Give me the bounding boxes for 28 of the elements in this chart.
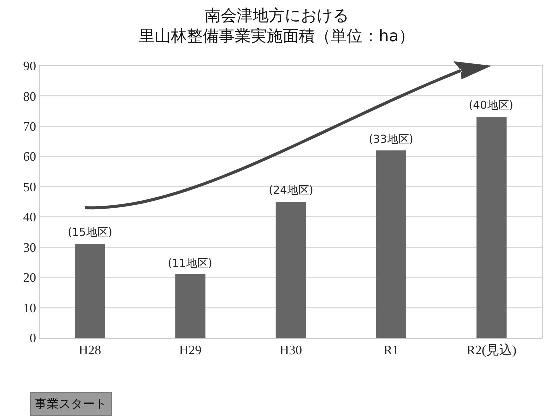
annotation: (33地区) bbox=[369, 133, 414, 146]
y-tick-label: 20 bbox=[23, 270, 36, 286]
bar bbox=[276, 202, 306, 338]
bar bbox=[75, 244, 106, 338]
y-tick-label: 70 bbox=[23, 118, 36, 134]
x-tick-label: H29 bbox=[179, 342, 202, 358]
bar bbox=[476, 117, 507, 338]
y-tick-label: 10 bbox=[23, 300, 36, 316]
x-tick-label: R1 bbox=[384, 342, 399, 358]
x-tick-label: H30 bbox=[280, 342, 302, 358]
annotation: (11地区) bbox=[168, 257, 213, 270]
bar bbox=[176, 274, 206, 338]
y-tick-label: 60 bbox=[23, 149, 36, 164]
y-tick-label: 30 bbox=[23, 240, 36, 255]
chart-subtitle: 里山林整備事業実施面積（単位：ha） bbox=[139, 26, 415, 46]
text: 事業スタート bbox=[35, 397, 107, 411]
annotation: (40地区) bbox=[469, 99, 514, 112]
x-tick-label: H28 bbox=[79, 342, 102, 358]
y-tick-label: 80 bbox=[23, 88, 36, 104]
bar bbox=[376, 150, 406, 338]
annotation: (24地区) bbox=[269, 184, 314, 197]
y-tick-label: 90 bbox=[23, 58, 36, 74]
y-tick-label: 0 bbox=[30, 330, 36, 346]
x-tick-label: R2(見込) bbox=[466, 342, 517, 358]
annotation: (15地区) bbox=[68, 226, 113, 239]
chart-title: 南会津地方における bbox=[205, 6, 349, 25]
y-tick-label: 40 bbox=[23, 210, 36, 225]
y-tick-label: 50 bbox=[23, 179, 36, 194]
